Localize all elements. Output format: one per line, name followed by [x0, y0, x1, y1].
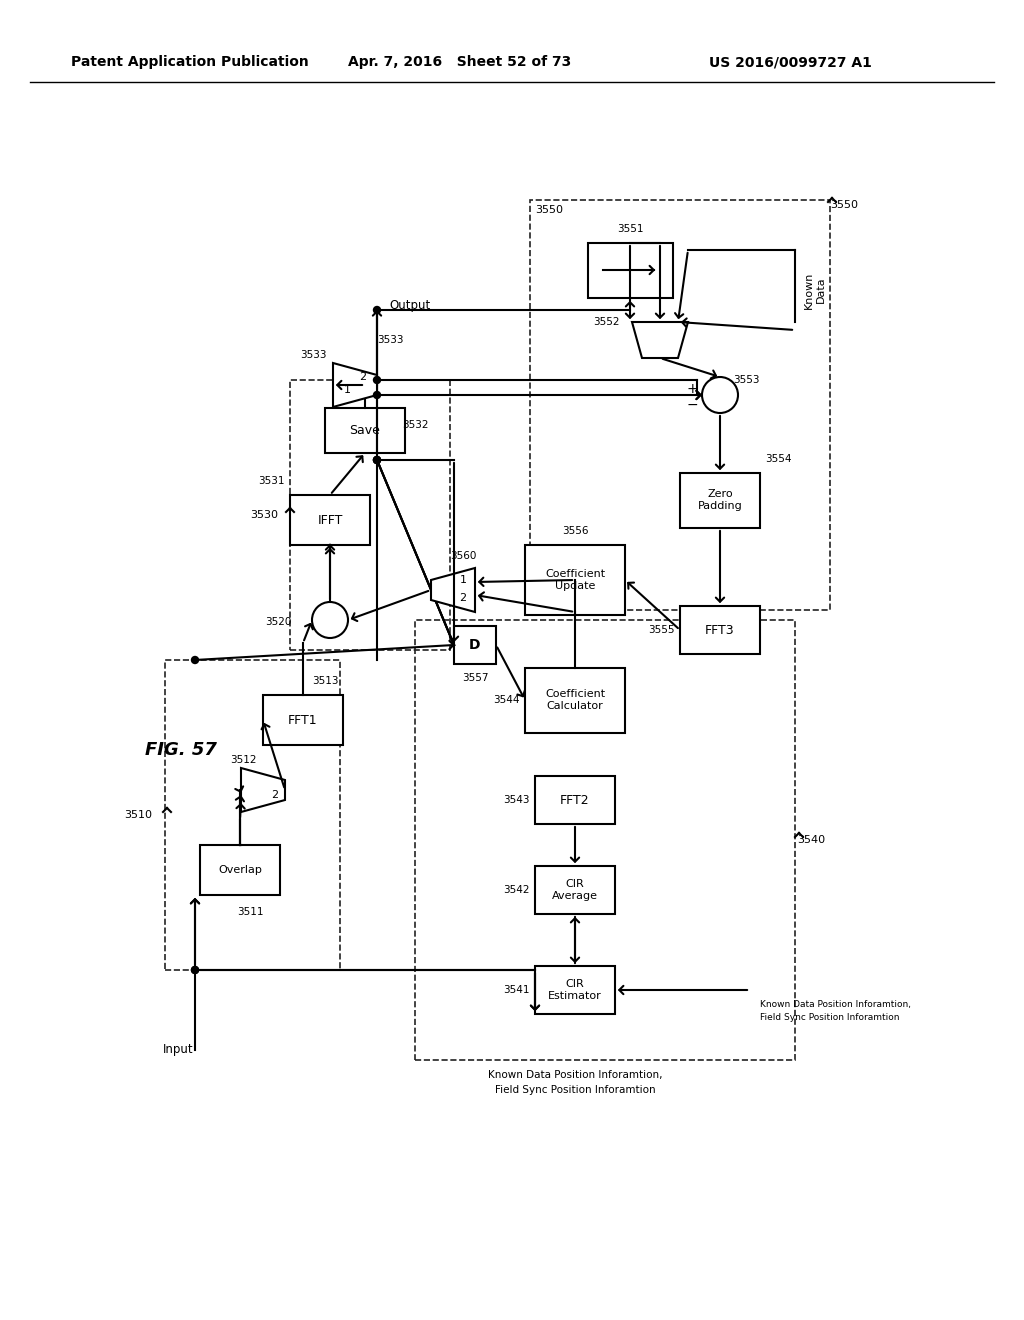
- Bar: [535, 776, 615, 824]
- Bar: [200, 845, 280, 895]
- Text: 3530: 3530: [250, 510, 278, 520]
- Text: Zero
Padding: Zero Padding: [697, 490, 742, 511]
- Text: FFT3: FFT3: [706, 623, 735, 636]
- Text: CIR
Average: CIR Average: [552, 879, 598, 900]
- Text: 3513: 3513: [311, 676, 338, 686]
- Text: 3512: 3512: [229, 755, 256, 766]
- Text: 3541: 3541: [504, 985, 530, 995]
- Text: 3540: 3540: [797, 836, 825, 845]
- Text: D: D: [469, 638, 480, 652]
- Bar: [530, 201, 830, 610]
- Bar: [290, 380, 450, 649]
- Polygon shape: [241, 768, 285, 812]
- Text: US 2016/0099727 A1: US 2016/0099727 A1: [709, 55, 871, 69]
- Bar: [165, 660, 340, 970]
- Text: Apr. 7, 2016   Sheet 52 of 73: Apr. 7, 2016 Sheet 52 of 73: [348, 55, 571, 69]
- Bar: [680, 473, 760, 528]
- Bar: [290, 495, 370, 545]
- Text: Overlap: Overlap: [218, 865, 262, 875]
- Text: Field Sync Position Inforamtion: Field Sync Position Inforamtion: [495, 1085, 655, 1096]
- Bar: [588, 243, 673, 298]
- Circle shape: [374, 457, 381, 463]
- Text: 3544: 3544: [494, 696, 520, 705]
- Text: Save: Save: [349, 424, 381, 437]
- Text: Field Sync Position Inforamtion: Field Sync Position Inforamtion: [760, 1014, 899, 1023]
- Text: FIG. 57: FIG. 57: [145, 741, 217, 759]
- Bar: [325, 408, 406, 453]
- Bar: [535, 966, 615, 1014]
- Bar: [680, 606, 760, 653]
- Text: 3560: 3560: [450, 550, 476, 561]
- Text: FFT1: FFT1: [288, 714, 317, 726]
- Bar: [525, 545, 625, 615]
- Polygon shape: [632, 322, 688, 358]
- Text: 3531: 3531: [258, 477, 285, 486]
- Text: 3550: 3550: [535, 205, 563, 215]
- Text: 3520: 3520: [265, 616, 292, 627]
- Circle shape: [374, 376, 381, 384]
- Circle shape: [312, 602, 348, 638]
- Bar: [415, 620, 795, 1060]
- Text: 1: 1: [460, 576, 467, 585]
- Circle shape: [702, 378, 738, 413]
- Text: Coefficient
Calculator: Coefficient Calculator: [545, 689, 605, 710]
- Text: FFT2: FFT2: [560, 793, 590, 807]
- Text: Output: Output: [389, 298, 430, 312]
- Text: 3543: 3543: [504, 795, 530, 805]
- Text: Patent Application Publication: Patent Application Publication: [71, 55, 309, 69]
- Text: +: +: [686, 381, 697, 396]
- Circle shape: [374, 457, 381, 463]
- Text: 3553: 3553: [733, 375, 759, 385]
- Circle shape: [191, 656, 199, 664]
- Polygon shape: [333, 363, 377, 407]
- Text: 3551: 3551: [616, 224, 643, 234]
- Circle shape: [191, 966, 199, 974]
- Text: Coefficient
Update: Coefficient Update: [545, 569, 605, 591]
- Text: IFFT: IFFT: [317, 513, 343, 527]
- Circle shape: [374, 457, 381, 463]
- Text: Known Data Position Inforamtion,: Known Data Position Inforamtion,: [760, 1001, 911, 1010]
- Polygon shape: [431, 568, 475, 612]
- Circle shape: [374, 392, 381, 399]
- Text: Known Data Position Inforamtion,: Known Data Position Inforamtion,: [487, 1071, 663, 1080]
- Text: 3552: 3552: [594, 317, 620, 327]
- Bar: [454, 626, 496, 664]
- Bar: [535, 866, 615, 913]
- Text: CIR
Estimator: CIR Estimator: [548, 979, 602, 1001]
- Text: 3555: 3555: [648, 624, 675, 635]
- Text: 2: 2: [359, 372, 367, 381]
- Text: 3554: 3554: [765, 454, 792, 465]
- Text: Known
Data: Known Data: [804, 272, 825, 309]
- Text: 3557: 3557: [462, 673, 488, 682]
- Text: 3556: 3556: [562, 525, 588, 536]
- Text: 2: 2: [271, 789, 279, 800]
- Text: 3550: 3550: [830, 201, 858, 210]
- Circle shape: [191, 966, 199, 974]
- Text: −: −: [686, 399, 697, 412]
- Text: 3533: 3533: [377, 335, 403, 345]
- Text: 3511: 3511: [237, 907, 263, 917]
- Text: 3510: 3510: [124, 810, 152, 820]
- Text: Input: Input: [163, 1044, 193, 1056]
- Text: 3533: 3533: [300, 350, 327, 360]
- Bar: [263, 696, 343, 744]
- Text: 3532: 3532: [401, 420, 428, 430]
- Text: 1: 1: [343, 385, 350, 395]
- Text: 3542: 3542: [504, 884, 530, 895]
- Circle shape: [374, 306, 381, 314]
- Bar: [525, 668, 625, 733]
- Text: 2: 2: [460, 593, 467, 603]
